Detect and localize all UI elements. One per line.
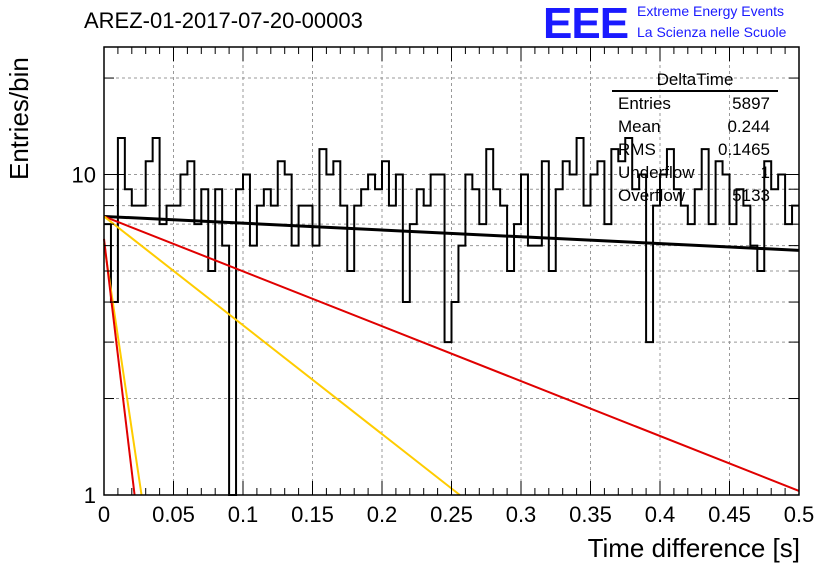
stats-value: 5897 bbox=[732, 94, 770, 113]
x-tick-label: 0.2 bbox=[367, 502, 398, 527]
x-tick-label: 0.1 bbox=[228, 502, 259, 527]
eee-logo: EEE bbox=[543, 0, 629, 48]
logo-line-2: La Scienza nelle Scuole bbox=[637, 24, 787, 40]
x-tick-label: 0.05 bbox=[152, 502, 195, 527]
fit-line bbox=[103, 238, 136, 496]
x-tick-label: 0.15 bbox=[291, 502, 334, 527]
histogram-steps bbox=[104, 137, 799, 496]
stats-title: DeltaTime bbox=[612, 70, 778, 92]
x-tick-label: 0.3 bbox=[506, 502, 537, 527]
stats-box: DeltaTime Entries 5897 Mean 0.244 RMS 0.… bbox=[612, 70, 778, 207]
y-axis-label: Entries/bin bbox=[4, 57, 34, 180]
plot-title: AREZ-01-2017-07-20-00003 bbox=[84, 8, 363, 33]
stats-label: Underflow bbox=[618, 163, 695, 182]
stats-label: Overflow bbox=[618, 186, 686, 205]
x-axis-label: Time difference [s] bbox=[587, 533, 800, 563]
x-tick-label: 0.35 bbox=[569, 502, 612, 527]
stats-value: 0.244 bbox=[727, 117, 770, 136]
x-tick-label: 0.25 bbox=[430, 502, 473, 527]
stats-label: Mean bbox=[618, 117, 661, 136]
y-tick-label: 1 bbox=[84, 483, 96, 508]
stats-label: RMS bbox=[618, 140, 656, 159]
logo-line-1: Extreme Energy Events bbox=[637, 3, 785, 19]
stats-row-entries: Entries 5897 bbox=[612, 92, 778, 115]
stats-row-mean: Mean 0.244 bbox=[612, 115, 778, 138]
stats-row-rms: RMS 0.1465 bbox=[612, 138, 778, 161]
fit-line bbox=[103, 215, 461, 496]
stats-label: Entries bbox=[618, 94, 671, 113]
x-tick-label: 0 bbox=[98, 502, 110, 527]
stats-row-underflow: Underflow 1 bbox=[612, 161, 778, 184]
stats-row-overflow: Overflow 5133 bbox=[612, 184, 778, 207]
fit-line bbox=[103, 214, 800, 252]
stats-value: 1 bbox=[760, 163, 770, 182]
x-tick-label: 0.4 bbox=[645, 502, 676, 527]
stats-value: 5133 bbox=[732, 186, 770, 205]
x-tick-label: 0.5 bbox=[784, 502, 815, 527]
x-tick-label: 0.45 bbox=[708, 502, 751, 527]
y-tick-label: 10 bbox=[72, 163, 96, 188]
stats-value: 0.1465 bbox=[718, 140, 770, 159]
fit-line bbox=[103, 215, 800, 492]
